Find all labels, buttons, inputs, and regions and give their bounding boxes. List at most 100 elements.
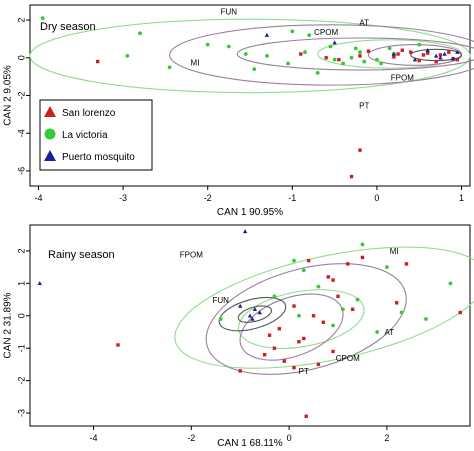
data-point	[242, 229, 248, 234]
data-point	[238, 303, 243, 308]
data-point	[400, 48, 405, 52]
data-point	[392, 55, 396, 59]
data-point	[332, 57, 337, 62]
x-axis-label: CAN 1 90.95%	[217, 207, 283, 218]
legend-marker	[44, 150, 56, 161]
data-point	[366, 49, 371, 53]
data-point	[265, 54, 269, 58]
y-tick-label: -2	[16, 91, 26, 99]
variable-label: FUN	[221, 7, 238, 16]
data-point	[448, 281, 453, 286]
data-point	[332, 40, 337, 45]
data-point	[458, 310, 462, 315]
data-point	[262, 352, 267, 357]
data-point	[341, 61, 345, 66]
data-point	[311, 314, 316, 318]
data-point	[315, 70, 320, 75]
data-point	[218, 317, 223, 321]
data-point	[267, 333, 272, 337]
variable-label: CPOM	[314, 28, 338, 37]
y-tick-label: 2	[16, 248, 26, 253]
y-axis-label: CAN 2 31.89%	[3, 292, 14, 358]
data-point	[360, 242, 365, 247]
data-point	[226, 44, 231, 49]
x-tick-label: 0	[287, 433, 292, 443]
confidence-ellipse	[236, 37, 474, 71]
data-point	[358, 50, 362, 55]
data-point	[324, 56, 328, 60]
x-tick-label: -2	[187, 433, 195, 443]
confidence-ellipse	[29, 18, 471, 94]
x-tick-label: 2	[384, 433, 389, 443]
data-point	[355, 297, 360, 302]
data-point	[299, 52, 303, 56]
data-point	[424, 317, 428, 321]
data-point	[417, 58, 421, 63]
x-tick-label: -4	[34, 193, 42, 203]
data-point	[301, 268, 306, 273]
data-point	[442, 51, 447, 56]
data-point	[447, 50, 451, 54]
data-point	[394, 301, 399, 305]
variable-label: FUN	[212, 296, 229, 305]
variable-label: AT	[359, 19, 369, 28]
data-point	[358, 148, 362, 152]
data-point	[243, 52, 248, 56]
data-point	[331, 349, 335, 354]
data-point	[340, 307, 345, 312]
confidence-ellipse	[237, 305, 273, 323]
data-point	[404, 262, 409, 266]
data-point	[450, 56, 456, 61]
data-point	[303, 50, 307, 55]
y-tick-label: 1	[16, 281, 26, 286]
data-point	[205, 42, 210, 47]
data-point	[331, 278, 335, 282]
data-point	[247, 313, 253, 318]
x-tick-label: 0	[374, 193, 379, 203]
x-tick-label: -2	[204, 193, 212, 203]
plot-frame	[29, 224, 471, 427]
x-tick-label: -4	[90, 433, 98, 443]
data-point	[250, 316, 255, 321]
variable-label: AT	[385, 328, 395, 337]
legend-box	[39, 99, 153, 171]
chart-title: Dry season	[40, 21, 96, 33]
data-point	[307, 33, 312, 38]
data-point	[455, 49, 460, 54]
data-point	[292, 258, 296, 263]
data-point	[125, 54, 130, 58]
data-point	[409, 50, 413, 54]
data-point	[272, 346, 277, 350]
data-point	[438, 55, 443, 60]
data-point	[286, 61, 290, 66]
data-point	[391, 51, 397, 56]
data-point	[272, 294, 277, 299]
data-point	[290, 29, 295, 34]
data-point	[238, 369, 242, 373]
data-point	[350, 307, 355, 311]
confidence-ellipse	[218, 296, 287, 332]
data-point	[360, 255, 365, 260]
x-tick-label: -1	[288, 193, 296, 203]
data-point	[349, 55, 354, 60]
data-point	[358, 54, 362, 58]
data-point	[346, 262, 350, 266]
data-point	[297, 340, 301, 344]
confidence-ellipse	[174, 246, 474, 369]
variable-label: MI	[390, 247, 399, 256]
y-tick-label: -2	[16, 377, 26, 385]
variable-label: FPOM	[391, 73, 414, 82]
variable-label: CPOM	[336, 354, 360, 363]
x-axis-label: CAN 1 68.11%	[217, 438, 283, 449]
legend-label: La victoria	[62, 130, 108, 141]
data-point	[257, 310, 262, 315]
data-point	[349, 174, 354, 179]
x-tick-label: -3	[119, 193, 127, 203]
data-point	[387, 46, 392, 51]
variable-label: PT	[299, 367, 309, 376]
data-point	[292, 365, 296, 370]
data-point	[316, 362, 321, 367]
y-tick-label: 2	[16, 18, 26, 23]
confidence-ellipse	[169, 24, 474, 86]
